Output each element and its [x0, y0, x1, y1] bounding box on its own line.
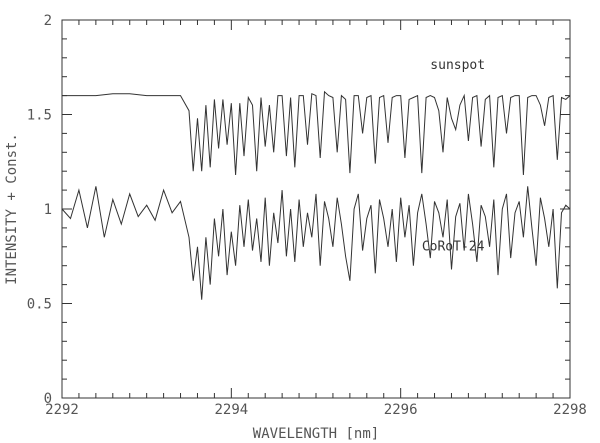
plot-frame — [61, 19, 571, 399]
y-tick-label: 1 — [44, 202, 52, 218]
y-tick-label: 0.5 — [27, 297, 52, 313]
series-line-sunspot — [62, 90, 571, 176]
annotation-sunspot: sunspot — [430, 58, 485, 73]
series-group — [61, 90, 571, 300]
x-tick-label: 2292 — [45, 402, 79, 418]
x-tick-label: 2296 — [384, 402, 418, 418]
y-axis-title: INTENSITY + Const. — [4, 133, 20, 285]
x-axis-title: WAVELENGTH [nm] — [253, 426, 379, 442]
x-tick-label: 2294 — [214, 402, 248, 418]
y-tick-label: 0 — [44, 391, 52, 407]
annotation-corot-24: CoRoT-24 — [422, 240, 485, 255]
y-tick-label: 2 — [44, 13, 52, 29]
tick-labels: 2292 2294 2296 2298 0 0.5 1 1.5 2 — [27, 13, 587, 418]
axis-ticks — [61, 19, 571, 399]
series-line-corot-24 — [61, 186, 571, 300]
y-tick-label: 1.5 — [27, 108, 52, 124]
x-tick-label: 2298 — [553, 402, 587, 418]
